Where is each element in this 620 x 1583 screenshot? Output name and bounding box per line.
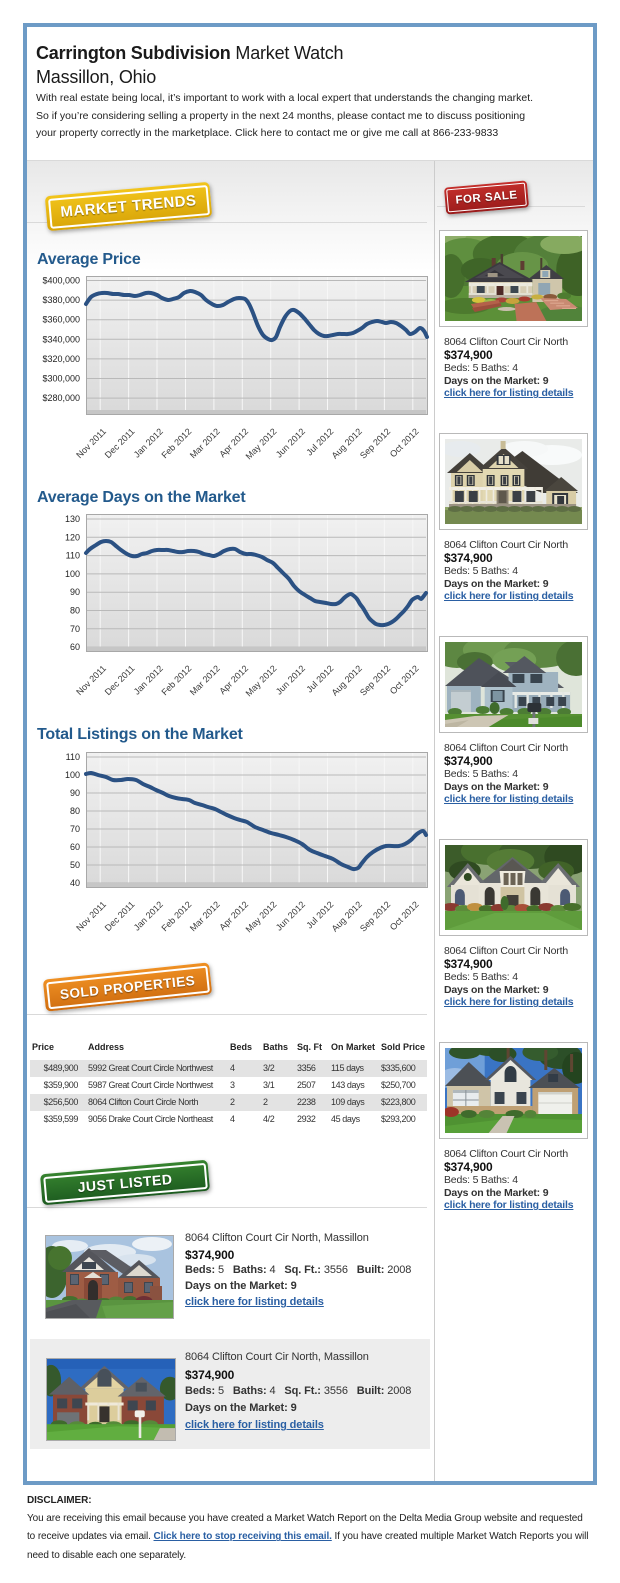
svg-text:Sep 2012: Sep 2012: [358, 663, 392, 697]
svg-text:Oct 2012: Oct 2012: [388, 899, 421, 932]
svg-text:110: 110: [66, 752, 80, 762]
svg-text:Feb 2012: Feb 2012: [159, 899, 193, 933]
svg-text:May 2012: May 2012: [244, 663, 279, 698]
svg-text:Feb 2012: Feb 2012: [159, 663, 193, 697]
svg-text:80: 80: [70, 806, 80, 816]
svg-text:Dec 2011: Dec 2011: [103, 899, 137, 933]
svg-text:Jun 2012: Jun 2012: [274, 899, 307, 932]
svg-text:May 2012: May 2012: [244, 426, 279, 461]
svg-text:$280,000: $280,000: [42, 393, 80, 403]
svg-text:Oct 2012: Oct 2012: [388, 426, 421, 459]
svg-text:Sep 2012: Sep 2012: [358, 426, 392, 460]
svg-text:Oct 2012: Oct 2012: [388, 663, 421, 696]
svg-text:Mar 2012: Mar 2012: [188, 899, 222, 933]
svg-text:100: 100: [65, 569, 80, 579]
svg-text:Jun 2012: Jun 2012: [274, 426, 307, 459]
svg-text:$320,000: $320,000: [42, 354, 80, 364]
svg-text:50: 50: [70, 860, 80, 870]
svg-text:100: 100: [65, 770, 80, 780]
svg-text:$380,000: $380,000: [42, 295, 80, 305]
svg-text:Sep 2012: Sep 2012: [358, 899, 392, 933]
svg-text:90: 90: [70, 587, 80, 597]
svg-text:Nov 2011: Nov 2011: [74, 426, 108, 460]
svg-text:$300,000: $300,000: [42, 374, 80, 384]
svg-text:May 2012: May 2012: [244, 899, 279, 934]
svg-text:130: 130: [65, 514, 80, 524]
svg-text:60: 60: [70, 642, 80, 652]
svg-text:Jun 2012: Jun 2012: [274, 663, 307, 696]
svg-text:Dec 2011: Dec 2011: [103, 663, 137, 697]
svg-text:$400,000: $400,000: [42, 276, 80, 286]
svg-text:Feb 2012: Feb 2012: [159, 426, 193, 460]
svg-text:Mar 2012: Mar 2012: [188, 663, 222, 697]
svg-text:110: 110: [66, 551, 80, 561]
svg-text:70: 70: [70, 824, 80, 834]
svg-text:120: 120: [65, 532, 80, 542]
svg-text:Nov 2011: Nov 2011: [74, 899, 108, 933]
svg-text:Mar 2012: Mar 2012: [188, 426, 222, 460]
svg-text:Nov 2011: Nov 2011: [74, 663, 108, 697]
svg-text:70: 70: [70, 624, 80, 634]
svg-text:80: 80: [70, 606, 80, 616]
svg-text:40: 40: [70, 878, 80, 888]
svg-text:$360,000: $360,000: [42, 315, 80, 325]
svg-text:90: 90: [70, 788, 80, 798]
svg-text:Dec 2011: Dec 2011: [103, 426, 137, 460]
svg-text:60: 60: [70, 842, 80, 852]
svg-text:$340,000: $340,000: [42, 334, 80, 344]
